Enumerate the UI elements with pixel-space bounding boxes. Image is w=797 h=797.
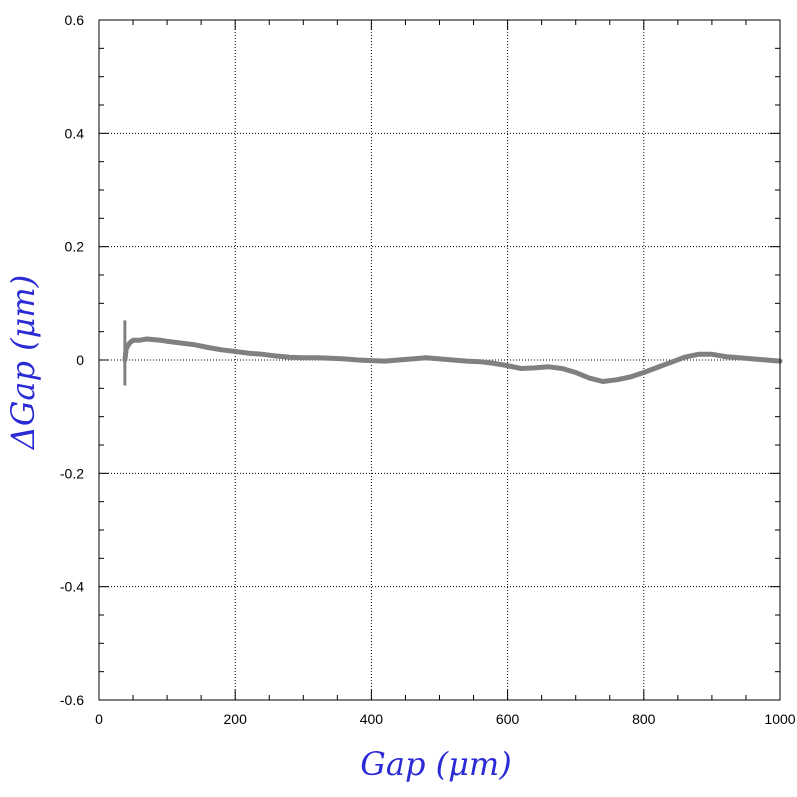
x-tick-label: 0 (95, 711, 103, 727)
x-tick-label: 800 (632, 711, 656, 727)
y-tick-label: 0.2 (65, 239, 85, 255)
x-tick-label: 200 (224, 711, 248, 727)
x-tick-label: 1000 (764, 711, 795, 727)
plot-frame (98, 19, 781, 701)
series-line (122, 336, 783, 384)
x-tick-label: 600 (496, 711, 520, 727)
y-axis-title: ΔGap (μm) (4, 275, 42, 452)
x-axis-title: Gap (μm) (360, 745, 511, 783)
y-tick-label: -0.4 (60, 579, 84, 595)
tick-labels: 0 200 400 600 800 1000 -0.6 -0.4 -0.2 0 0.2 0.4 0.6 (60, 12, 796, 727)
y-tick-label: 0.4 (65, 125, 85, 141)
y-tick-label: -0.2 (60, 465, 84, 481)
y-tick-label: 0 (76, 352, 84, 368)
y-tick-label: -0.6 (60, 692, 84, 708)
y-tick-label: 0.6 (65, 12, 85, 28)
series-group (122, 320, 783, 386)
x-tick-label: 400 (360, 711, 384, 727)
